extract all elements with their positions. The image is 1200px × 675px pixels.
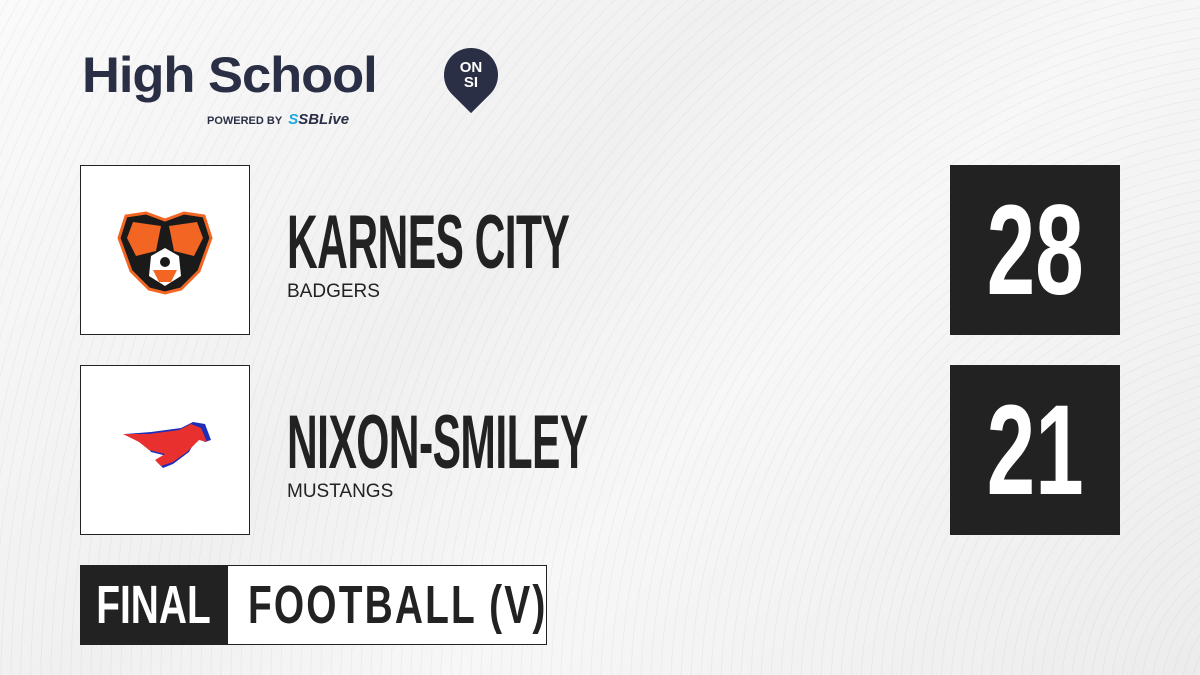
status-label: FINAL xyxy=(96,575,211,635)
team-1-score-value: 28 xyxy=(986,178,1084,322)
team-2-score: 21 xyxy=(950,365,1120,535)
brand-title: High School xyxy=(82,47,378,103)
team-2-mascot: MUSTANGS xyxy=(287,481,394,502)
team-2-name: NIXON-SMILEY xyxy=(287,400,588,485)
team-2-score-value: 21 xyxy=(986,378,1084,522)
sport-label: FOOTBALL (V) xyxy=(248,575,548,635)
powered-by: POWERED BY SSBLive xyxy=(207,111,349,128)
sblive-logo: S xyxy=(288,111,298,128)
mustang-logo-icon xyxy=(123,422,211,468)
high-school-on-si-logo: High School ON SI POWERED BY SSBLive xyxy=(82,36,510,128)
badge-bottom: SI xyxy=(463,74,479,91)
powered-by-label: POWERED BY xyxy=(207,115,283,127)
team-1-score: 28 xyxy=(950,165,1120,335)
team-1-mascot: BADGERS xyxy=(287,281,380,302)
sblive-text: SBLive xyxy=(298,111,350,128)
team-2-logo-box xyxy=(80,365,250,535)
sport-label-box: FOOTBALL (V) xyxy=(227,565,547,645)
badger-logo-icon xyxy=(117,211,213,295)
team-1-name: KARNES CITY xyxy=(287,200,570,285)
game-status: FINAL xyxy=(80,565,227,645)
team-1-logo-box xyxy=(80,165,250,335)
sblive-prefix: S xyxy=(288,111,299,128)
